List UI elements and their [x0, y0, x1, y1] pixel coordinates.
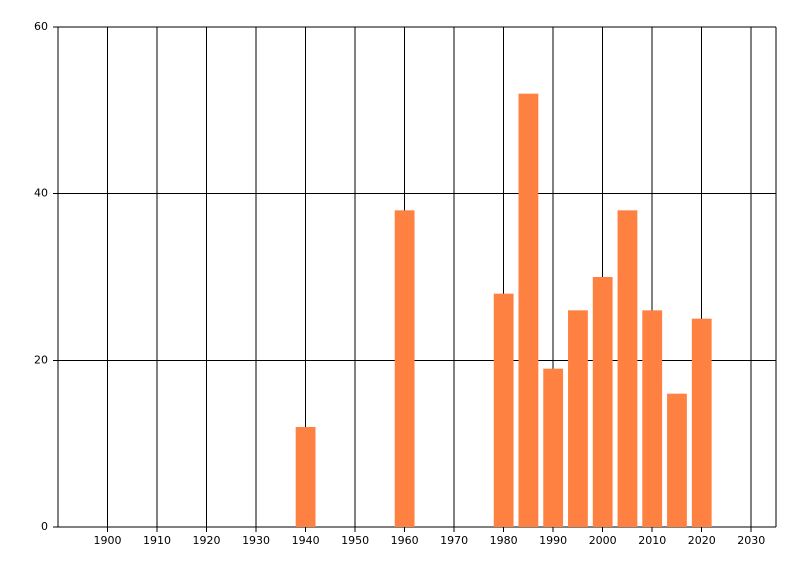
bar: [295, 427, 316, 527]
bar: [543, 368, 564, 527]
bar: [394, 210, 415, 528]
x-tick-label: 1970: [440, 534, 468, 547]
x-tick-label: 1920: [193, 534, 221, 547]
x-tick-label: 1960: [391, 534, 419, 547]
bar: [568, 310, 588, 527]
bar: [518, 93, 539, 528]
bar: [493, 293, 514, 527]
bar: [642, 310, 663, 527]
x-tick-label: 2010: [638, 534, 666, 547]
x-tick-label: 1990: [539, 534, 567, 547]
y-tick-label: 0: [41, 520, 48, 533]
bar: [691, 318, 712, 527]
bar: [592, 277, 613, 527]
bar: [617, 210, 638, 528]
x-tick-label: 1900: [94, 534, 122, 547]
y-tick-label: 40: [34, 187, 48, 200]
x-tick-label: 2020: [688, 534, 716, 547]
y-tick-label: 60: [34, 20, 48, 33]
x-tick-label: 1930: [242, 534, 270, 547]
x-tick-label: 1940: [292, 534, 320, 547]
x-tick-label: 1950: [341, 534, 369, 547]
bar: [667, 393, 687, 527]
x-tick-label: 1910: [143, 534, 171, 547]
x-tick-label: 1980: [490, 534, 518, 547]
x-tick-label: 2030: [737, 534, 765, 547]
y-tick-label: 20: [34, 353, 48, 366]
x-tick-label: 2000: [589, 534, 617, 547]
